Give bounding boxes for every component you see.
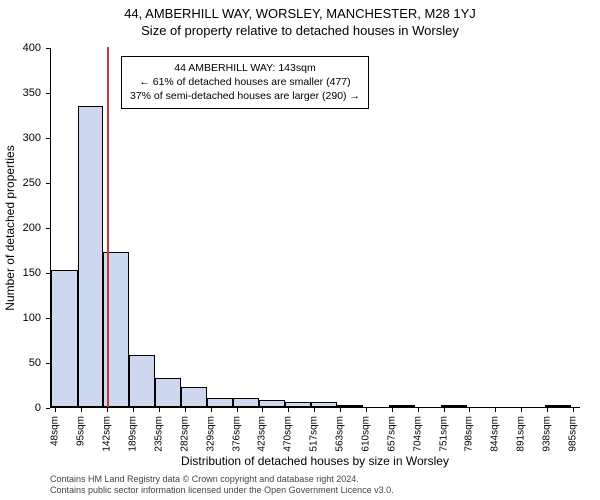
- x-tick: [81, 408, 82, 412]
- x-tick-label: 423sqm: [257, 416, 268, 452]
- x-axis-label: Distribution of detached houses by size …: [181, 454, 449, 468]
- x-tick: [211, 408, 212, 412]
- histogram-bar: [181, 387, 207, 407]
- x-tick-label: 704sqm: [412, 416, 423, 452]
- y-tick: [46, 318, 50, 319]
- chart-area: Number of detached properties 44 AMBERHI…: [50, 48, 580, 408]
- x-tick-label: 376sqm: [231, 416, 242, 452]
- x-tick: [55, 408, 56, 412]
- y-tick-label: 100: [23, 312, 41, 324]
- histogram-bar: [129, 355, 155, 407]
- y-tick-label: 400: [23, 42, 41, 54]
- x-tick: [340, 408, 341, 412]
- x-tick-label: 189sqm: [128, 416, 139, 452]
- x-tick-label: 798sqm: [464, 416, 475, 452]
- x-tick-label: 844sqm: [489, 416, 500, 452]
- x-tick: [366, 408, 367, 412]
- callout-box: 44 AMBERHILL WAY: 143sqm ← 61% of detach…: [121, 56, 369, 109]
- histogram-bar: [259, 400, 285, 407]
- x-tick-label: 48sqm: [50, 416, 61, 446]
- x-tick-label: 470sqm: [283, 416, 294, 452]
- x-tick: [521, 408, 522, 412]
- x-tick: [547, 408, 548, 412]
- x-tick-label: 938sqm: [541, 416, 552, 452]
- x-tick: [418, 408, 419, 412]
- attribution-line2: Contains public sector information licen…: [50, 485, 394, 496]
- x-tick: [237, 408, 238, 412]
- x-tick: [469, 408, 470, 412]
- x-tick: [392, 408, 393, 412]
- x-tick: [495, 408, 496, 412]
- x-tick-label: 985sqm: [567, 416, 578, 452]
- y-tick: [46, 93, 50, 94]
- callout-line-smaller: ← 61% of detached houses are smaller (47…: [130, 75, 360, 89]
- x-tick: [185, 408, 186, 412]
- y-tick: [46, 273, 50, 274]
- x-tick: [159, 408, 160, 412]
- histogram-bar: [233, 398, 259, 407]
- y-tick: [46, 48, 50, 49]
- x-tick-label: 657sqm: [386, 416, 397, 452]
- chart-title-block: 44, AMBERHILL WAY, WORSLEY, MANCHESTER, …: [0, 0, 600, 38]
- x-tick: [107, 408, 108, 412]
- y-axis-label: Number of detached properties: [3, 145, 17, 310]
- y-tick: [46, 363, 50, 364]
- x-tick-label: 517sqm: [309, 416, 320, 452]
- x-tick-label: 563sqm: [334, 416, 345, 452]
- x-tick-label: 751sqm: [438, 416, 449, 452]
- x-tick-label: 610sqm: [360, 416, 371, 452]
- histogram-bar: [441, 405, 467, 407]
- y-tick-label: 200: [23, 222, 41, 234]
- histogram-bar: [389, 405, 415, 407]
- property-marker-line: [107, 47, 109, 407]
- chart-title: 44, AMBERHILL WAY, WORSLEY, MANCHESTER, …: [0, 6, 600, 21]
- x-tick: [573, 408, 574, 412]
- y-tick: [46, 228, 50, 229]
- y-tick-label: 50: [29, 357, 41, 369]
- x-tick: [288, 408, 289, 412]
- histogram-bar: [545, 405, 571, 407]
- x-tick: [133, 408, 134, 412]
- plot-region: 44 AMBERHILL WAY: 143sqm ← 61% of detach…: [50, 48, 580, 408]
- chart-subtitle: Size of property relative to detached ho…: [0, 23, 600, 38]
- histogram-bar: [78, 106, 104, 408]
- y-tick: [46, 138, 50, 139]
- y-tick-label: 150: [23, 267, 41, 279]
- y-tick-label: 350: [23, 87, 41, 99]
- y-tick-label: 250: [23, 177, 41, 189]
- attribution-text: Contains HM Land Registry data © Crown c…: [50, 474, 394, 497]
- x-tick-label: 142sqm: [102, 416, 113, 452]
- histogram-bar: [337, 405, 363, 407]
- histogram-bar: [285, 402, 311, 407]
- y-tick: [46, 408, 50, 409]
- x-tick-label: 329sqm: [205, 416, 216, 452]
- x-tick-label: 282sqm: [179, 416, 190, 452]
- x-tick-label: 95sqm: [76, 416, 87, 446]
- y-tick-label: 0: [35, 402, 41, 414]
- x-tick-label: 235sqm: [153, 416, 164, 452]
- y-tick: [46, 183, 50, 184]
- callout-line-subject: 44 AMBERHILL WAY: 143sqm: [130, 61, 360, 75]
- histogram-bar: [311, 402, 337, 407]
- x-tick: [314, 408, 315, 412]
- y-tick-label: 300: [23, 132, 41, 144]
- histogram-bar: [51, 270, 78, 407]
- histogram-bar: [207, 398, 233, 407]
- callout-line-larger: 37% of semi-detached houses are larger (…: [130, 89, 360, 103]
- attribution-line1: Contains HM Land Registry data © Crown c…: [50, 474, 394, 485]
- histogram-bar: [155, 378, 181, 407]
- x-tick-label: 891sqm: [515, 416, 526, 452]
- x-tick: [262, 408, 263, 412]
- x-tick: [444, 408, 445, 412]
